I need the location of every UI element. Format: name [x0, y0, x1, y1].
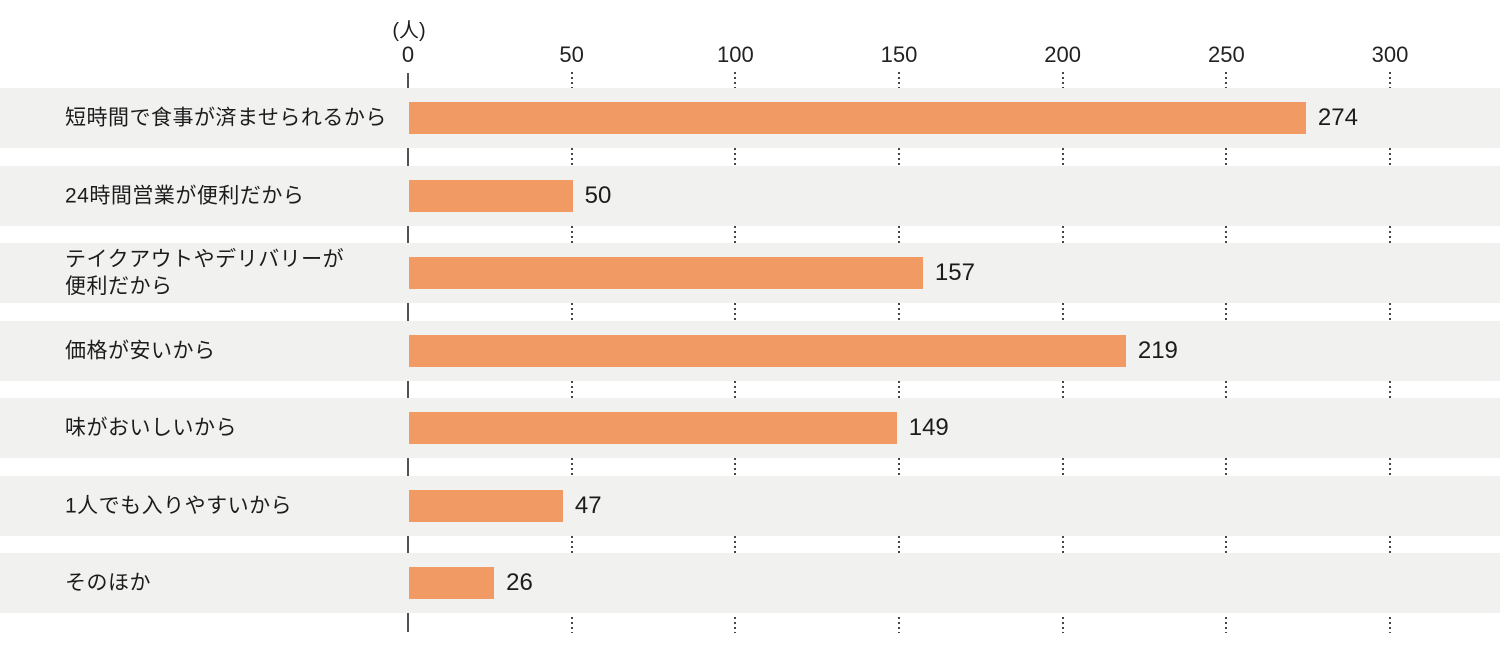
axis-tick-label: 100: [716, 42, 754, 67]
dotted-gridline-segment: [570, 303, 573, 321]
category-row: 1人でも入りやすいから 47: [0, 476, 1500, 536]
dotted-gridline-segment: [1225, 148, 1228, 166]
axis-tick-label: 300: [1371, 42, 1409, 67]
dotted-gridline-segment: [734, 226, 737, 243]
dotted-gridline-segment: [898, 536, 900, 553]
category-row: 味がおいしいから 149: [0, 398, 1500, 458]
category-label: テイクアウトやデリバリーが 便利だから: [65, 248, 345, 298]
dotted-gridline-segment: [570, 458, 573, 476]
dotted-gridline-segment: [898, 381, 900, 398]
dotted-gridline-segment: [898, 226, 900, 243]
dotted-gridline-segment: [570, 536, 573, 553]
category-label: 味がおいしいから: [65, 416, 237, 440]
value-label: 219: [1137, 337, 1178, 364]
dotted-gridline-segment: [1061, 458, 1064, 476]
axis-tick-label: 250: [1207, 42, 1245, 67]
dotted-gridline-segment: [1389, 148, 1391, 166]
dotted-gridline-segment: [1061, 617, 1064, 633]
value-label: 26: [506, 569, 533, 596]
dotted-gridline-segment: [734, 617, 737, 633]
axis-tick-label: 50: [559, 42, 584, 67]
dotted-gridline-segment: [1389, 226, 1391, 243]
dotted-gridline-segment: [570, 226, 573, 243]
category-row: 価格が安いから 219: [0, 321, 1500, 381]
dotted-gridline-segment: [1225, 72, 1228, 88]
dotted-gridline-segment: [1061, 303, 1064, 321]
category-row: テイクアウトやデリバリーが 便利だから 157: [0, 243, 1500, 303]
dotted-gridline-segment: [734, 72, 737, 88]
dotted-gridline-segment: [898, 72, 900, 88]
dotted-gridline-segment: [1061, 536, 1064, 553]
category-row: そのほか 26: [0, 553, 1500, 613]
dotted-gridline-segment: [1225, 458, 1228, 476]
category-label: 24時間営業が便利だから: [65, 184, 305, 208]
dotted-gridline-segment: [734, 303, 737, 321]
category-row: 短時間で食事が済ませられるから 274: [0, 88, 1500, 148]
dotted-gridline-segment: [1389, 536, 1391, 553]
axis-tick-label: 150: [880, 42, 918, 67]
category-label: 価格が安いから: [65, 339, 216, 363]
dotted-gridline-segment: [1225, 617, 1228, 633]
category-row: 24時間営業が便利だから 50: [0, 166, 1500, 226]
value-label: 149: [908, 414, 949, 441]
dotted-gridline-segment: [898, 303, 900, 321]
dotted-gridline-segment: [898, 148, 900, 166]
category-label: そのほか: [65, 571, 151, 595]
dotted-gridline-segment: [1225, 536, 1228, 553]
value-label: 274: [1317, 104, 1358, 131]
dotted-gridline-segment: [734, 536, 737, 553]
bar: [409, 490, 563, 522]
dotted-gridline-segment: [1061, 226, 1064, 243]
dotted-gridline-segment: [1389, 617, 1391, 633]
dotted-gridline-segment: [1061, 148, 1064, 166]
dotted-gridline-segment: [570, 72, 573, 88]
dotted-gridline-segment: [1225, 303, 1228, 321]
value-label: 50: [584, 182, 612, 209]
dotted-gridline-segment: [1389, 458, 1391, 476]
dotted-gridline-segment: [734, 458, 737, 476]
bar: [409, 412, 897, 444]
dotted-gridline-segment: [898, 458, 900, 476]
dotted-gridline-segment: [1389, 381, 1391, 398]
dotted-gridline-segment: [1061, 72, 1064, 88]
value-label: 157: [934, 259, 975, 286]
dotted-gridline-segment: [570, 617, 573, 633]
value-label: 47: [574, 492, 602, 519]
bar: [409, 257, 923, 289]
dotted-gridline-segment: [734, 148, 737, 166]
bar: [409, 335, 1126, 367]
axis-tick-label: 0: [401, 42, 415, 67]
bar: [409, 567, 495, 599]
axis-tick-label: 200: [1044, 42, 1082, 67]
dotted-gridline-segment: [898, 617, 900, 633]
bar: [409, 180, 573, 212]
dotted-gridline-segment: [734, 381, 737, 398]
dotted-gridline-segment: [1061, 381, 1064, 398]
dotted-gridline-segment: [1389, 303, 1391, 321]
category-label: 短時間で食事が済ませられるから: [65, 106, 387, 130]
dotted-gridline-segment: [570, 148, 573, 166]
dotted-gridline-segment: [1225, 381, 1228, 398]
dotted-gridline-segment: [1389, 72, 1391, 88]
category-label: 1人でも入りやすいから: [65, 494, 293, 518]
bar: [409, 102, 1306, 134]
axis-unit-label: (人): [392, 20, 426, 42]
dotted-gridline-segment: [570, 381, 573, 398]
dotted-gridline-segment: [1225, 226, 1228, 243]
